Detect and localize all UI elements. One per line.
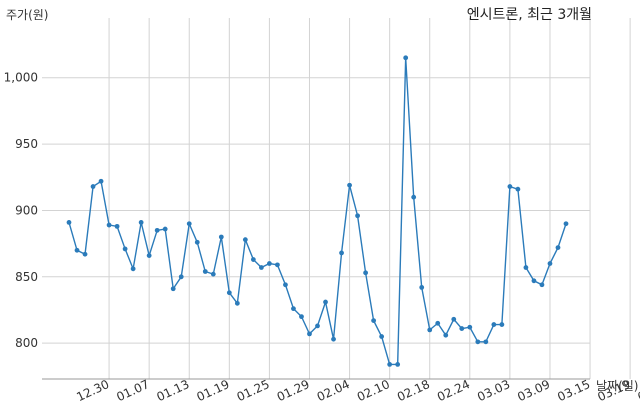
- data-point: [170, 286, 176, 292]
- data-point: [499, 322, 505, 327]
- data-point: [403, 55, 409, 61]
- data-point: [547, 261, 553, 266]
- data-point: [435, 320, 441, 326]
- x-axis-ticks: 12.30 01.07 01.13 01.19 01.25 01.29 02.04 02.10…: [74, 377, 640, 404]
- data-point: [283, 282, 288, 288]
- data-point: [555, 245, 561, 251]
- data-point: [146, 253, 152, 258]
- x-tick-label: 01.29: [275, 377, 312, 404]
- data-point: [339, 250, 344, 256]
- data-point: [202, 269, 208, 274]
- data-point: [363, 270, 368, 276]
- x-tick-label: 03.15: [555, 377, 592, 404]
- data-point: [74, 247, 80, 253]
- data-point: [114, 223, 120, 229]
- data-point: [459, 326, 465, 331]
- y-axis-label: 주가(원): [6, 8, 48, 22]
- x-tick-label: 02.24: [435, 377, 472, 404]
- x-tick-label: 03.25: [635, 377, 640, 404]
- price-series-line: [68, 57, 567, 366]
- data-point: [242, 237, 248, 243]
- y-axis-ticks: 800 850 900 950 1,000: [4, 71, 38, 350]
- y-tick-label: 900: [15, 203, 38, 217]
- x-tick-label: 01.19: [195, 377, 232, 404]
- data-point: [515, 186, 521, 192]
- x-tick-label: 02.04: [315, 377, 352, 404]
- data-point: [427, 327, 433, 333]
- data-point: [90, 184, 96, 189]
- data-point: [315, 323, 320, 329]
- data-point: [154, 227, 160, 233]
- x-tick-label: 01.13: [154, 377, 191, 404]
- data-point: [347, 182, 352, 188]
- data-point: [226, 290, 232, 296]
- data-point: [475, 339, 481, 345]
- data-point: [106, 222, 112, 228]
- data-point: [267, 261, 272, 266]
- data-point: [443, 332, 449, 338]
- data-point: [467, 324, 473, 330]
- x-tick-label: 03.03: [475, 377, 512, 404]
- grid-lines: [42, 18, 631, 379]
- x-tick-label: 01.07: [114, 377, 151, 404]
- data-point: [250, 257, 256, 262]
- data-point: [419, 285, 425, 290]
- data-point: [186, 221, 192, 227]
- data-point: [138, 219, 144, 225]
- data-point: [531, 278, 537, 284]
- data-point: [563, 221, 569, 227]
- data-point: [98, 178, 104, 184]
- data-point: [307, 331, 312, 337]
- data-point: [194, 239, 200, 245]
- data-point: [411, 194, 417, 200]
- data-point: [210, 271, 216, 277]
- data-point: [130, 266, 136, 272]
- x-tick-label: 02.10: [355, 377, 392, 404]
- price-data-points: [66, 55, 569, 367]
- y-tick-label: 1,000: [4, 71, 38, 85]
- data-point: [483, 339, 489, 345]
- data-point: [66, 219, 72, 225]
- x-tick-label: 01.25: [235, 377, 272, 404]
- data-point: [82, 251, 88, 257]
- data-point: [299, 314, 304, 320]
- data-point: [331, 336, 336, 342]
- data-point: [395, 362, 401, 367]
- data-point: [507, 184, 513, 189]
- data-point: [451, 316, 457, 322]
- x-tick-label: 03.09: [515, 377, 552, 404]
- chart-title: 엔시트론, 최근 3개월: [467, 7, 592, 23]
- data-point: [178, 274, 184, 280]
- data-point: [162, 226, 168, 232]
- data-point: [323, 299, 328, 305]
- y-tick-label: 800: [15, 336, 38, 350]
- y-tick-label: 850: [15, 270, 38, 284]
- data-point: [291, 306, 296, 312]
- data-point: [258, 265, 264, 270]
- data-point: [275, 262, 280, 268]
- x-tick-label: 02.18: [395, 377, 432, 404]
- data-point: [539, 282, 545, 288]
- x-tick-label: 12.30: [74, 377, 111, 404]
- y-tick-label: 950: [15, 137, 38, 151]
- data-point: [122, 246, 128, 252]
- data-point: [371, 318, 377, 323]
- data-point: [218, 234, 224, 240]
- data-point: [355, 213, 360, 219]
- data-point: [523, 265, 529, 270]
- data-point: [387, 362, 393, 367]
- data-point: [234, 300, 240, 306]
- x-axis-label: 날짜(일): [596, 379, 638, 393]
- data-point: [491, 322, 497, 327]
- data-point: [379, 334, 385, 339]
